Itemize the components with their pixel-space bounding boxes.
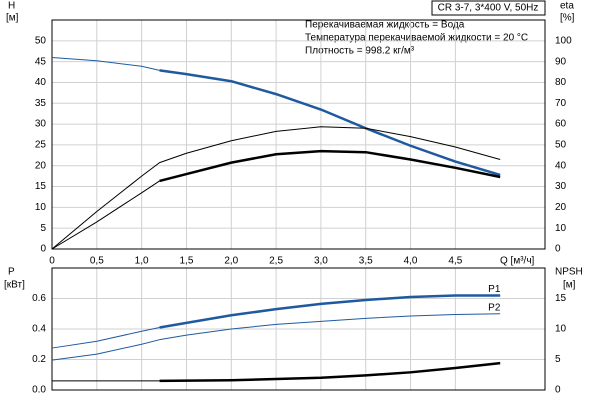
y2-tick-label: 80 bbox=[555, 77, 567, 88]
y2-axis-label: eta bbox=[560, 1, 574, 12]
x-tick-label: 2,0 bbox=[224, 256, 238, 267]
x-tick-label: 0,5 bbox=[90, 256, 104, 267]
y-tick-label: 25 bbox=[35, 140, 47, 151]
info-line: Перекачиваемая жидкость = Вода bbox=[305, 20, 465, 31]
y-tick-label: 0 bbox=[40, 244, 46, 255]
y-axis-label: P bbox=[8, 267, 15, 278]
y2-axis-unit: [%] bbox=[560, 13, 575, 24]
series-label: P1 bbox=[488, 284, 501, 295]
curve bbox=[51, 56, 160, 71]
x-tick-label: 2,5 bbox=[269, 256, 283, 267]
y-axis-unit: [кВт] bbox=[4, 280, 25, 291]
info-line: Температура перекачиваемой жидкости = 20… bbox=[305, 33, 528, 44]
y-tick-label: 0.4 bbox=[32, 324, 46, 335]
y2-tick-label: 20 bbox=[555, 202, 567, 213]
y2-tick-label: 5 bbox=[555, 354, 561, 365]
y2-axis-label: NPSH bbox=[555, 267, 583, 278]
curve bbox=[159, 294, 501, 329]
x-tick-label: 4,0 bbox=[404, 256, 418, 267]
y2-tick-label: 50 bbox=[555, 140, 567, 151]
y-tick-label: 15 bbox=[35, 181, 47, 192]
y-tick-label: 35 bbox=[35, 98, 47, 109]
y-tick-label: 10 bbox=[35, 202, 47, 213]
y2-axis-unit: [м] bbox=[563, 280, 576, 291]
x-tick-label: 1,5 bbox=[180, 256, 194, 267]
y-tick-label: 45 bbox=[35, 56, 47, 67]
y-tick-label: 40 bbox=[35, 77, 47, 88]
y2-tick-label: 0 bbox=[555, 244, 561, 255]
x-axis-label: Q [м³/ч] bbox=[500, 256, 535, 267]
x-tick-label: 1,0 bbox=[135, 256, 149, 267]
y-axis-unit: [м] bbox=[6, 13, 19, 24]
y2-tick-label: 90 bbox=[555, 56, 567, 67]
y-tick-label: 30 bbox=[35, 119, 47, 130]
series-label: P2 bbox=[488, 302, 501, 313]
y2-tick-label: 30 bbox=[555, 181, 567, 192]
y2-tick-label: 10 bbox=[555, 223, 567, 234]
plot-frame bbox=[51, 267, 546, 391]
curve bbox=[159, 361, 501, 383]
y-axis-label: H bbox=[8, 1, 15, 12]
curve bbox=[159, 149, 501, 183]
curve bbox=[159, 69, 501, 177]
y-tick-label: 0.6 bbox=[32, 293, 46, 304]
y2-tick-label: 70 bbox=[555, 98, 567, 109]
y2-tick-label: 15 bbox=[555, 293, 567, 304]
x-tick-label: 3,5 bbox=[359, 256, 373, 267]
y-tick-label: 5 bbox=[40, 223, 46, 234]
curve bbox=[51, 313, 501, 361]
y2-tick-label: 10 bbox=[555, 324, 567, 335]
x-tick-label: 3,0 bbox=[314, 256, 328, 267]
curve bbox=[51, 326, 160, 349]
y-tick-label: 0.2 bbox=[32, 354, 46, 365]
y-tick-label: 50 bbox=[35, 35, 47, 46]
y2-tick-label: 0 bbox=[555, 385, 561, 396]
y2-tick-label: 40 bbox=[555, 160, 567, 171]
curve bbox=[51, 180, 160, 250]
x-tick-label: 0 bbox=[49, 256, 55, 267]
y2-tick-label: 100 bbox=[555, 35, 572, 46]
info-box bbox=[431, 0, 546, 16]
y-tick-label: 20 bbox=[35, 160, 47, 171]
y2-tick-label: 60 bbox=[555, 119, 567, 130]
x-tick-label: 4,5 bbox=[448, 256, 462, 267]
info-line: Плотность = 998.2 кг/м³ bbox=[305, 46, 415, 57]
plot-frame bbox=[51, 19, 546, 250]
y-tick-label: 0.0 bbox=[32, 385, 46, 396]
curve bbox=[51, 126, 501, 250]
info-title: CR 3-7, 3*400 V, 50Hz bbox=[438, 3, 539, 14]
